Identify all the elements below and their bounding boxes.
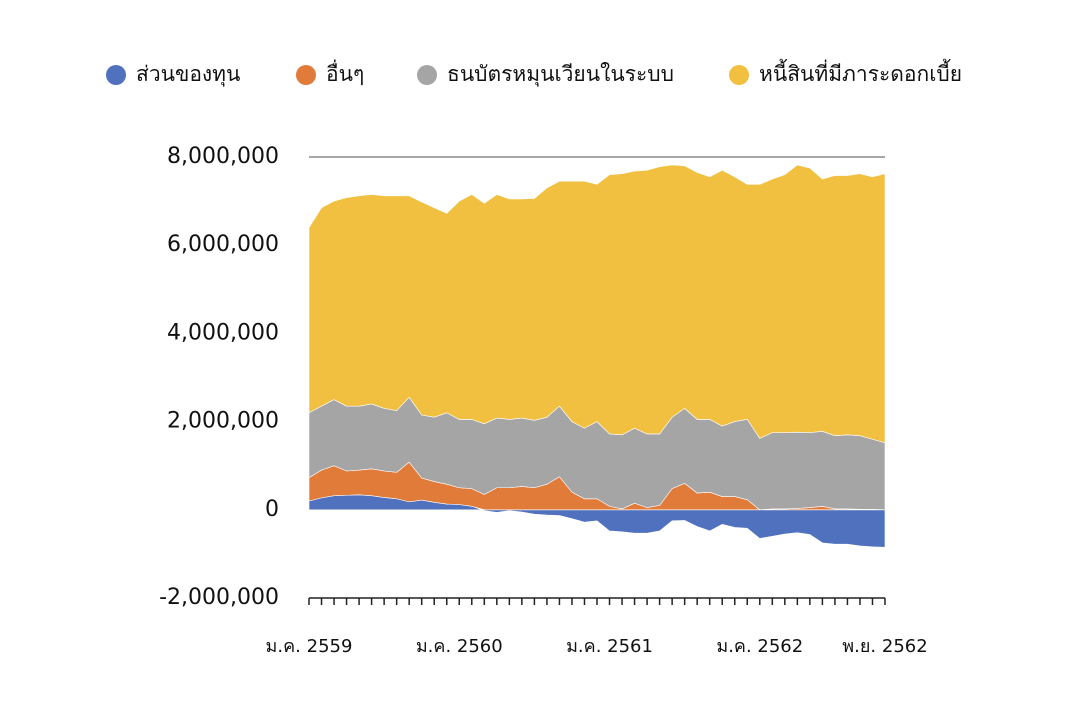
y-tick-label: -2,000,000 [159, 585, 279, 610]
legend-marker [296, 65, 316, 85]
y-tick-label: 4,000,000 [167, 320, 279, 345]
x-tick-label: ม.ค. 2560 [416, 636, 503, 657]
legend-marker [729, 65, 749, 85]
legend-label: อื่นๆ [326, 59, 364, 86]
x-tick-label: ม.ค. 2562 [716, 636, 803, 657]
x-tick-label: ม.ค. 2559 [266, 636, 353, 657]
y-tick-label: 6,000,000 [167, 232, 279, 257]
y-tick-label: 0 [265, 497, 279, 522]
legend-label: ส่วนของทุน [136, 62, 240, 87]
area [308, 164, 886, 444]
y-tick-label: 2,000,000 [167, 409, 279, 434]
x-tick-label: พ.ย. 2562 [842, 636, 927, 657]
x-tick-label: ม.ค. 2561 [566, 636, 653, 657]
legend-marker [417, 65, 437, 85]
legend-label: หนี้สินที่มีภาระดอกเบี้ย [759, 59, 962, 86]
legend-marker [106, 65, 126, 85]
y-tick-label: 8,000,000 [167, 144, 279, 169]
legend-label: ธนบัตรหมุนเวียนในระบบ [447, 62, 674, 87]
